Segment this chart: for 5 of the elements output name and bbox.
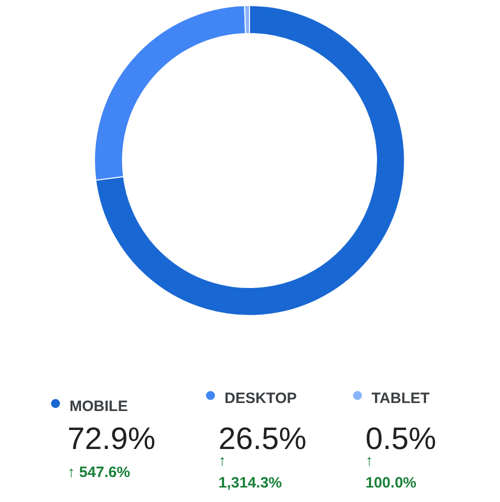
text: ↑ 547.6% (68, 464, 130, 481)
legend-label: DESKTOP (224, 390, 297, 407)
legend-label: TABLET (372, 390, 430, 407)
data-label: 72.9% (68, 421, 156, 456)
legend-label: MOBILE (70, 398, 128, 415)
